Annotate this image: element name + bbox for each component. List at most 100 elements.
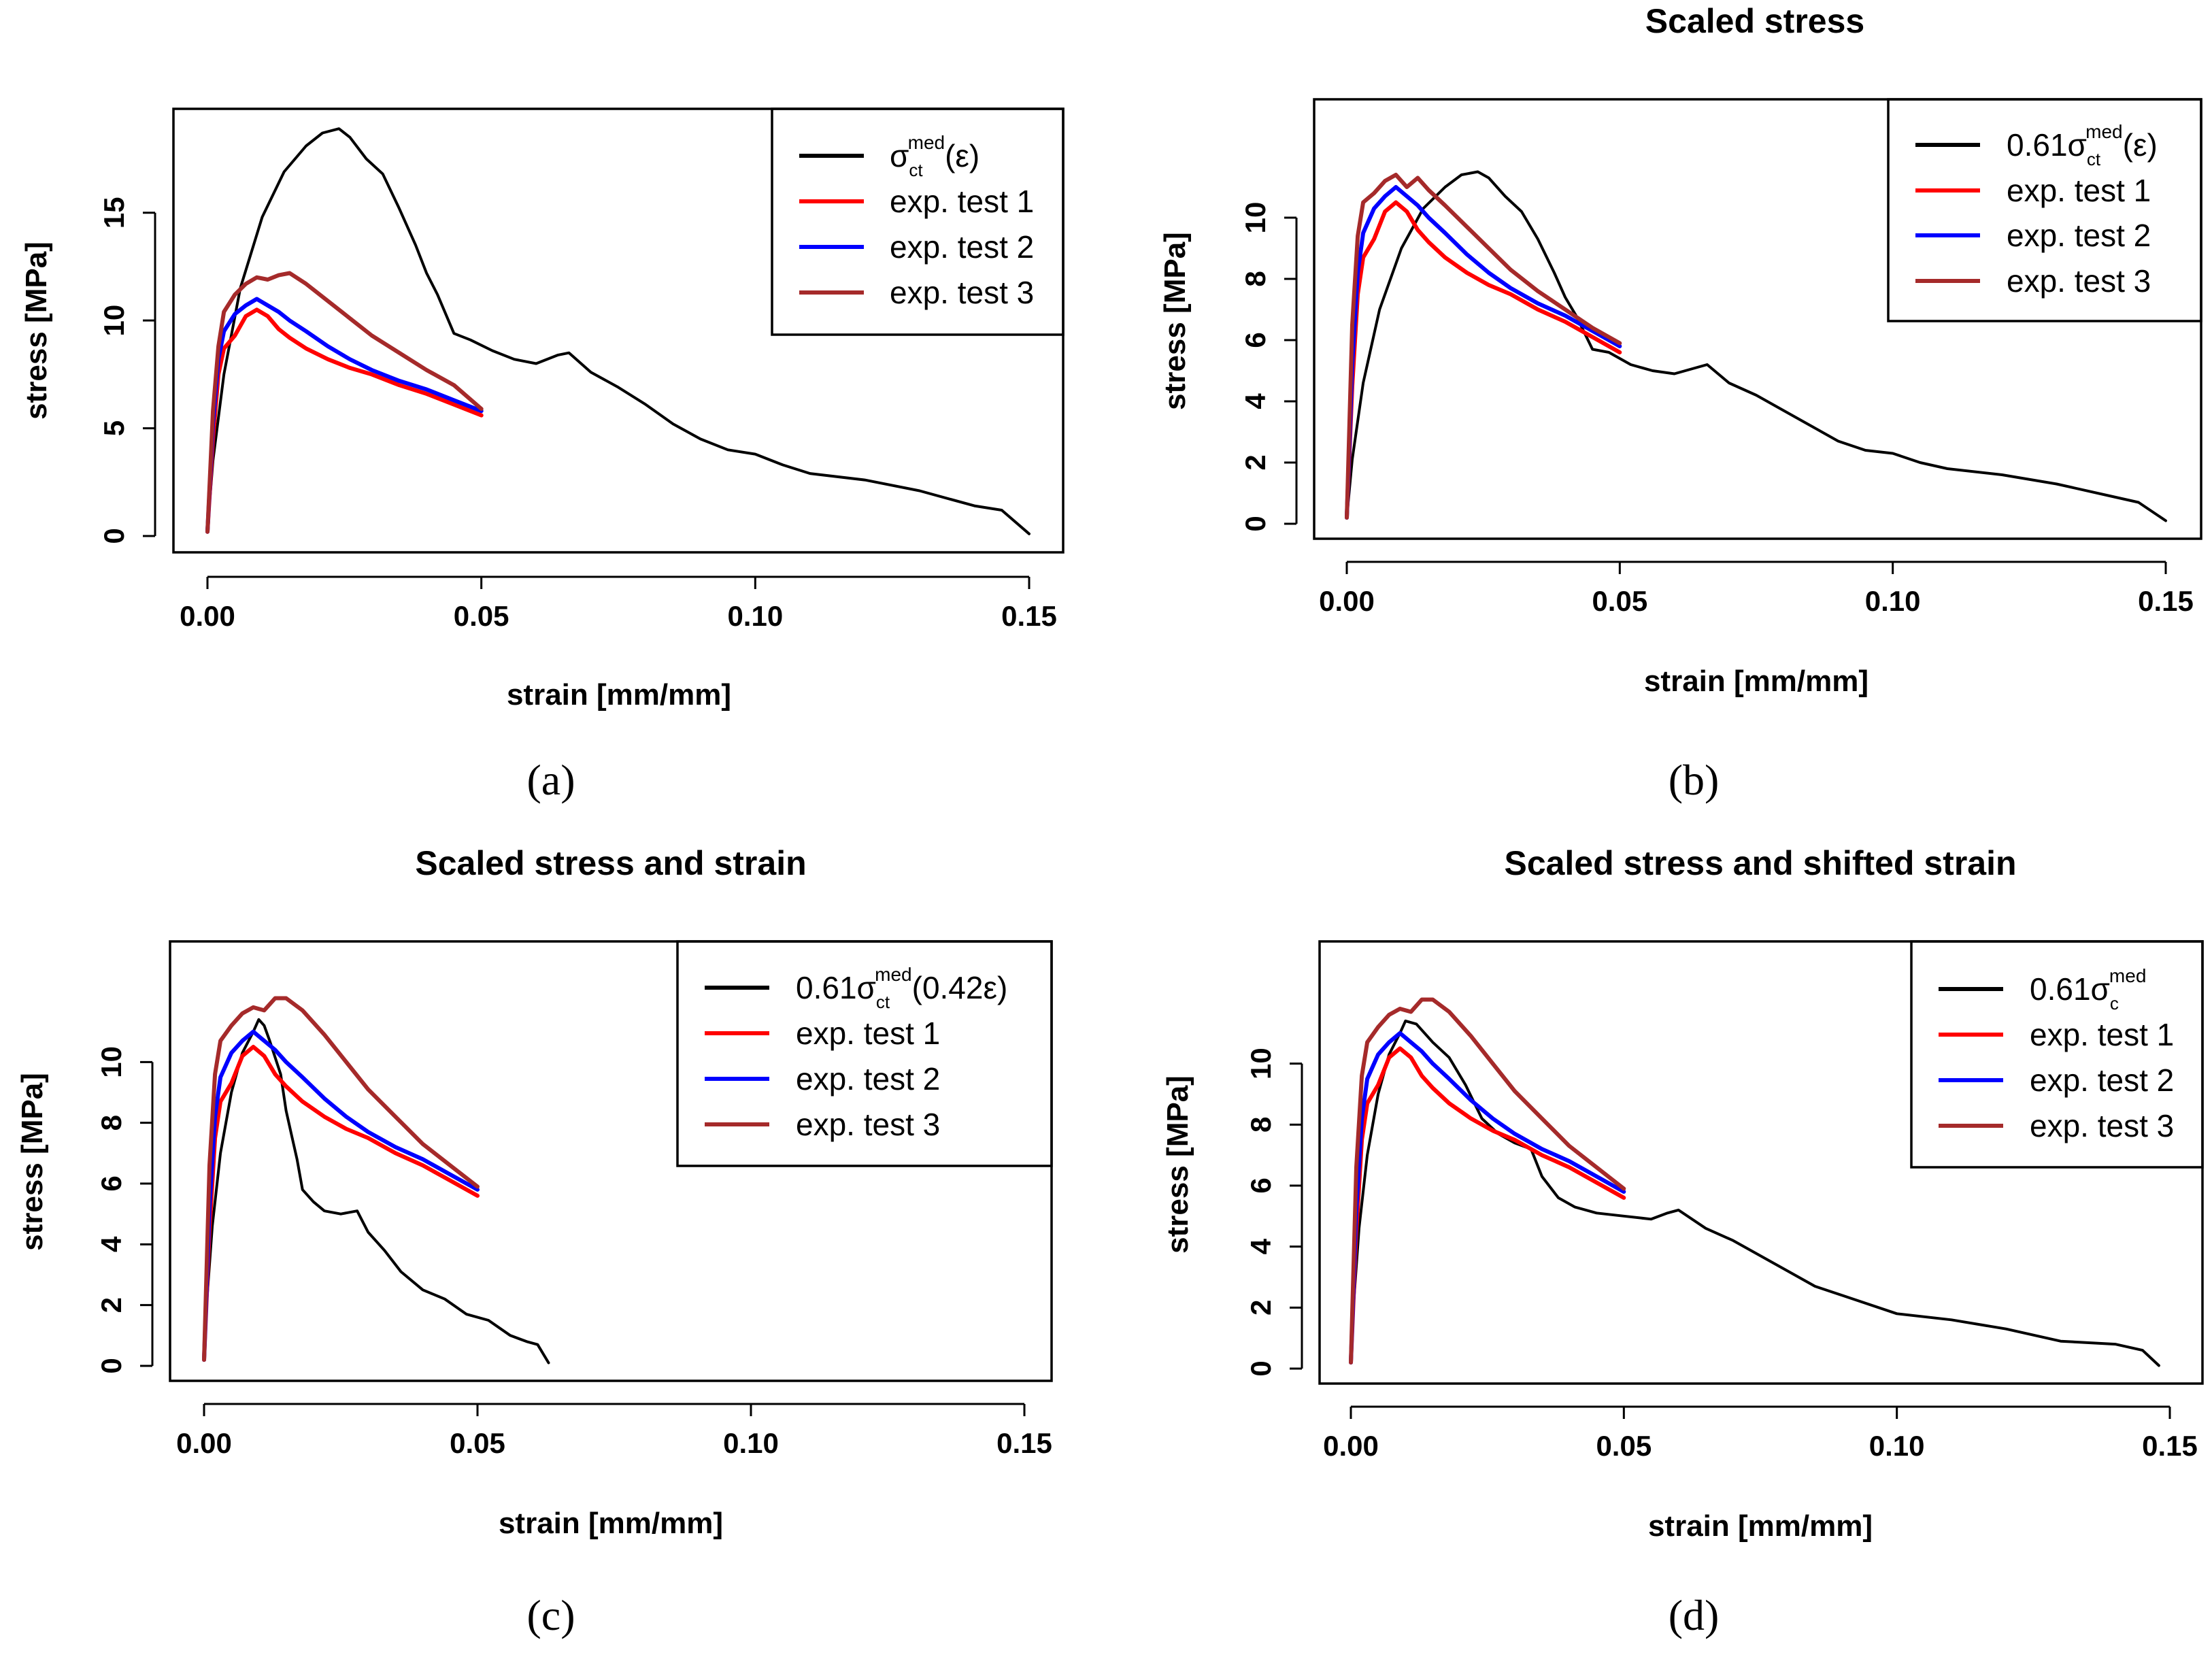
panel-b-legend-label-test1: exp. test 1: [2007, 173, 2151, 208]
panel-c-x-tick-label: 0.10: [723, 1427, 779, 1459]
panel-b-series-test1: [1345, 200, 1622, 520]
panel-b-title: Scaled stress: [1645, 2, 1864, 40]
panel-d-caption: (d): [1669, 1591, 1720, 1639]
panel-c: Scaled stress and strain 0.00 0.05 0.10 0.1…: [16, 844, 1053, 1639]
panel-a-legend: σct med(ε) exp. test 1 exp. test 2 exp. t…: [771, 107, 1065, 336]
panel-a-legend-label-model: σct med(ε): [890, 132, 979, 180]
panel-a-x-tick-label: 0.00: [180, 600, 235, 632]
panel-b-legend-math-sup: med: [2085, 121, 2122, 142]
panel-b-y-tick-label: 2: [1239, 454, 1271, 470]
panel-d-y-axis: 0 2 4 6 8 10: [1245, 1048, 1303, 1377]
panel-b-x-label: strain [mm/mm]: [1644, 665, 1869, 698]
panel-c-legend-math-base: σ: [857, 970, 876, 1005]
panel-d-x-tick-label: 0.15: [2142, 1430, 2198, 1462]
panel-d-legend-box: [1910, 940, 2204, 1169]
panel-d: Scaled stress and shifted strain 0.00 0.0…: [1161, 844, 2204, 1639]
panel-b-legend-math-pre: 0.61: [2007, 127, 2068, 163]
panel-a: 0.00 0.05 0.10 0.15 0 5 10 15 strain [mm/mm] s…: [20, 107, 1065, 804]
panel-b-plot-frame: [1313, 98, 2202, 540]
panel-d-series-test2: [1349, 1031, 1626, 1365]
panel-d-legend-label-test3: exp. test 3: [2030, 1108, 2174, 1143]
panel-b-y-tick-label: 8: [1239, 271, 1271, 286]
panel-a-x-tick-label: 0.05: [454, 600, 509, 632]
panel-d-legend-math-base: σ: [2091, 971, 2110, 1007]
panel-b-x-tick-label: 0.00: [1319, 585, 1375, 617]
panel-c-x-tick-label: 0.15: [996, 1427, 1052, 1459]
panel-a-x-tick-label: 0.10: [727, 600, 783, 632]
panel-d-series: [1349, 997, 2160, 1367]
panel-c-series-test1: [202, 1045, 480, 1362]
panel-b: Scaled stress 0.00 0.05 0.10 0.15 0 2 4 6 8 10 s…: [1158, 2, 2202, 804]
panel-d-y-tick-label: 4: [1245, 1238, 1277, 1254]
panel-d-y-tick-label: 0: [1245, 1360, 1277, 1376]
panel-c-y-axis: 0 2 4 6 8 10: [95, 1046, 154, 1374]
panel-a-legend-math-base: σ: [890, 138, 909, 173]
panel-a-series-model: [206, 127, 1030, 535]
panel-d-plot-frame: [1318, 940, 2204, 1385]
panel-d-legend: 0.61σc med exp. test 1 exp. test 2 exp. t…: [1910, 940, 2204, 1169]
panel-c-legend-box: [676, 940, 1053, 1167]
panel-a-legend-label-test3: exp. test 3: [890, 275, 1034, 310]
panel-c-x-tick-label: 0.05: [450, 1427, 505, 1459]
panel-c-legend-label-test2: exp. test 2: [796, 1061, 940, 1097]
panel-a-y-label: stress [MPa]: [20, 241, 53, 420]
panel-a-y-axis: 0 5 10 15: [98, 197, 156, 544]
panel-a-caption: (a): [526, 756, 575, 804]
panel-a-legend-math-sup: med: [908, 132, 945, 153]
panel-d-x-axis: 0.00 0.05 0.10 0.15: [1323, 1405, 2198, 1462]
panel-b-legend-math-sub: ct: [2087, 149, 2101, 169]
panel-b-x-axis: 0.00 0.05 0.10 0.15: [1319, 560, 2194, 617]
panel-b-legend-box: [1887, 98, 2202, 322]
panel-c-y-tick-label: 8: [95, 1115, 127, 1131]
panel-d-legend-label-test1: exp. test 1: [2030, 1017, 2174, 1052]
panel-c-legend-math-pre: 0.61: [796, 970, 857, 1005]
panel-c-y-tick-label: 0: [95, 1358, 127, 1373]
panel-a-series-test2: [205, 297, 484, 534]
panel-d-legend-math-sub: c: [2110, 993, 2119, 1014]
panel-d-y-tick-label: 2: [1245, 1300, 1277, 1316]
panel-d-x-tick-label: 0.10: [1869, 1430, 1925, 1462]
panel-b-y-tick-label: 0: [1239, 516, 1271, 531]
panel-b-series: [1345, 170, 2167, 522]
panel-b-caption: (b): [1669, 756, 1720, 804]
panel-b-legend-label-model: 0.61σct med(ε): [2007, 121, 2158, 169]
panel-d-legend-math-sup: med: [2109, 965, 2146, 986]
panel-a-legend-math-post: (ε): [945, 138, 979, 173]
panel-a-legend-label-test1: exp. test 1: [890, 184, 1034, 219]
panel-c-legend: 0.61σct med(0.42ε) exp. test 1 exp. test …: [676, 940, 1053, 1167]
panel-c-legend-label-test3: exp. test 3: [796, 1107, 940, 1142]
panel-a-x-label: strain [mm/mm]: [507, 678, 731, 712]
panel-c-y-tick-label: 6: [95, 1175, 127, 1191]
panel-c-series-test3: [202, 996, 480, 1362]
panel-b-y-axis: 0 2 4 6 8 10: [1239, 202, 1298, 532]
panel-d-legend-label-test2: exp. test 2: [2030, 1062, 2174, 1098]
panel-a-y-tick-label: 5: [98, 420, 130, 436]
panel-b-series-test3: [1345, 173, 1622, 520]
panel-b-series-test2: [1345, 185, 1622, 520]
panel-d-series-test1: [1349, 1046, 1626, 1365]
panel-a-series-test3: [205, 271, 484, 534]
panel-b-x-tick-label: 0.05: [1592, 585, 1647, 617]
panel-d-title: Scaled stress and shifted strain: [1504, 844, 2016, 882]
panel-c-legend-math-post: (0.42ε): [912, 970, 1008, 1005]
panel-a-series: [205, 127, 1030, 535]
panel-d-series-test3: [1349, 997, 1626, 1365]
panel-c-caption: (c): [526, 1591, 575, 1639]
panel-b-x-tick-label: 0.10: [1865, 585, 1921, 617]
panel-c-legend-label-model: 0.61σct med(0.42ε): [796, 964, 1007, 1012]
panel-c-y-tick-label: 10: [95, 1046, 127, 1078]
panel-d-x-tick-label: 0.00: [1323, 1430, 1379, 1462]
panel-c-y-tick-label: 4: [95, 1236, 127, 1252]
panel-b-legend-label-test3: exp. test 3: [2007, 263, 2151, 299]
panel-a-legend-box: [771, 107, 1065, 336]
panel-c-legend-math-sub: ct: [876, 992, 890, 1012]
panel-b-series-model: [1345, 170, 2167, 522]
panel-b-y-tick-label: 10: [1239, 202, 1271, 234]
panel-b-y-tick-label: 4: [1239, 393, 1271, 409]
panel-d-y-tick-label: 10: [1245, 1048, 1277, 1079]
panel-b-legend: 0.61σct med(ε) exp. test 1 exp. test 2 ex…: [1887, 98, 2202, 322]
panel-c-x-axis: 0.00 0.05 0.10 0.15: [176, 1403, 1052, 1459]
panel-b-y-label: stress [MPa]: [1158, 232, 1192, 410]
panel-b-legend-math-post: (ε): [2123, 127, 2158, 163]
panel-a-legend-label-test2: exp. test 2: [890, 229, 1034, 265]
